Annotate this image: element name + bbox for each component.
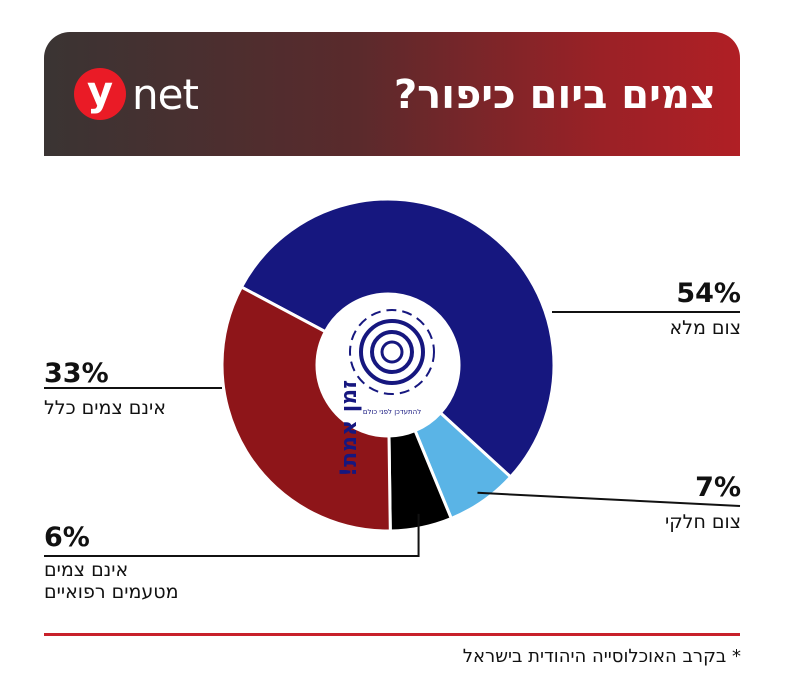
center-badge-subtitle: להתעדכן לפני כולם [363,408,421,416]
leader-line-partial-fast [477,491,741,507]
ynet-logo-mark: y [74,68,126,120]
header-banner: y net צמים ביום כיפור? [44,32,740,156]
label-partial-fast-text: צום חלקי [664,511,741,533]
ynet-logo: y net [74,68,199,120]
label-medical-percent: 6% [44,522,90,553]
chart-title: צמים ביום כיפור? [393,72,716,118]
footer-divider [44,633,740,636]
label-full-fast-text: צום מלא [669,317,741,339]
ynet-logo-text: net [132,69,199,119]
label-partial-fast-percent: 7% [695,472,741,503]
label-not-fasting: 33% אינם צמים כלל [44,358,166,419]
label-medical-line2: מטעמים רפואיים [44,581,179,603]
label-full-fast: 54% צום מלא [669,278,741,339]
label-partial-fast: 7% צום חלקי [665,472,741,533]
center-badge: זמן אמת! להתעדכן לפני כולם [317,294,459,477]
label-not-fasting-percent: 33% [44,358,109,389]
label-medical-line1: אינם צמים [44,559,129,581]
center-badge-title: זמן אמת! [337,380,362,477]
label-medical: 6% אינם צמים מטעמים רפואיים [44,522,179,603]
footnote: * בקרב האוכלוסייה היהודית בישראל [462,646,741,667]
leader-line-medical [44,513,420,557]
label-full-fast-percent: 54% [676,278,741,309]
label-not-fasting-text: אינם צמים כלל [44,397,166,419]
